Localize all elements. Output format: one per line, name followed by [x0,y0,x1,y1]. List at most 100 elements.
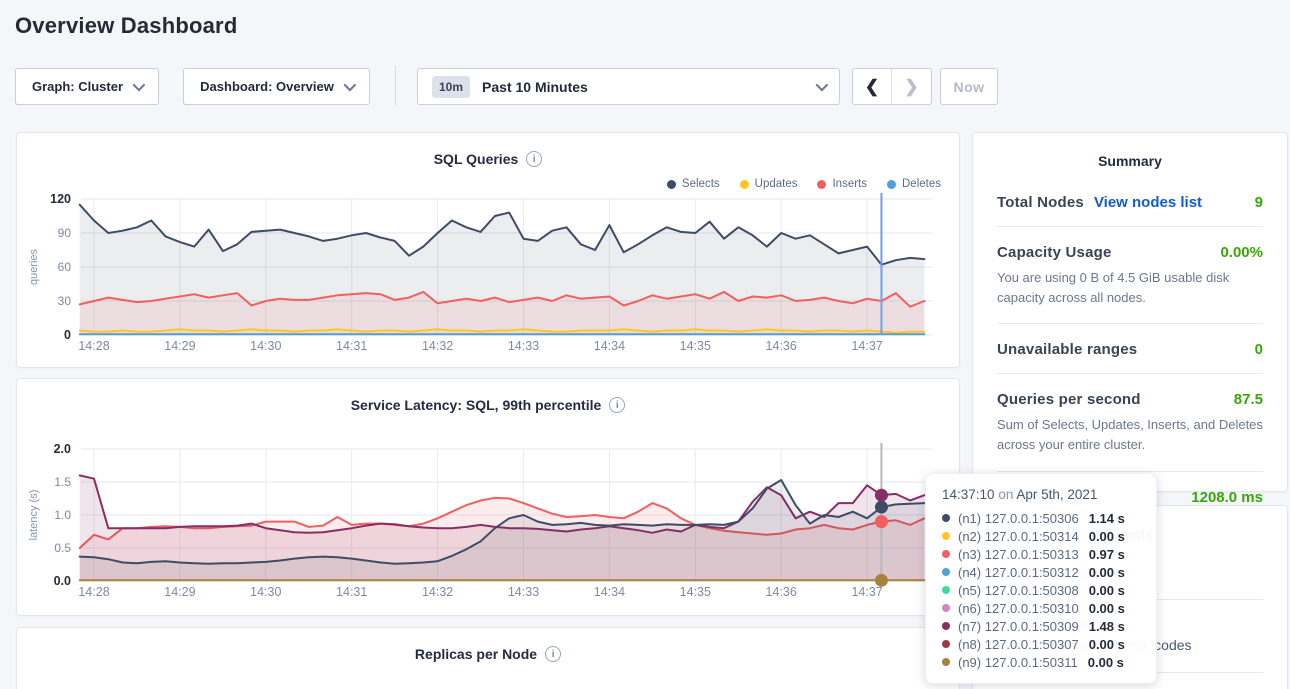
tooltip-sep: on [998,487,1013,502]
svg-text:14:33: 14:33 [508,585,539,599]
legend-label: Deletes [902,178,941,190]
svg-text:14:35: 14:35 [680,339,711,353]
tooltip-node-value: 0.00 s [1089,565,1125,580]
legend-label: Inserts [832,178,867,190]
total-nodes-value: 9 [1255,194,1263,211]
svg-text:14:29: 14:29 [164,585,195,599]
svg-text:2.0: 2.0 [54,442,71,456]
sql-queries-plot[interactable]: 030609012014:2814:2914:3014:3114:3214:33… [17,191,961,363]
tooltip-node-label: (n4) 127.0.0.1:50312 [958,565,1079,580]
chevron-right-icon: ❯ [904,77,918,97]
summary-row-unavailable: Unavailable ranges 0 [997,324,1263,374]
info-icon[interactable]: i [526,151,542,167]
service-latency-plot[interactable]: 0.00.51.01.52.014:2814:2914:3014:3114:32… [17,439,961,611]
time-step-forward-button[interactable]: ❯ [892,69,931,104]
n3-dot-icon [942,550,950,558]
chevron-down-icon [133,79,146,92]
p99-latency-value: 1208.0 ms [1191,489,1263,506]
svg-text:90: 90 [58,226,72,240]
time-step-back-button[interactable]: ❮ [853,69,892,104]
capacity-usage-label: Capacity Usage [997,244,1112,261]
summary-row-total-nodes: Total Nodes View nodes list 9 [997,177,1263,227]
replicas-title: Replicas per Node i [17,646,959,662]
n4-dot-icon [942,568,950,576]
svg-text:14:32: 14:32 [422,339,453,353]
time-range-badge: 10m [432,76,470,98]
tooltip-row-n7: (n7) 127.0.0.1:503091.48 s [942,617,1142,635]
qps-value: 87.5 [1234,391,1263,408]
tooltip-row-n3: (n3) 127.0.0.1:503130.97 s [942,545,1142,563]
info-icon[interactable]: i [609,397,625,413]
tooltip-node-value: 0.00 s [1089,637,1125,652]
time-range-label: Past 10 Minutes [482,79,804,95]
svg-text:14:37: 14:37 [851,585,882,599]
service-latency-card: Service Latency: SQL, 99th percentile i … [16,378,960,616]
svg-text:60: 60 [58,260,72,274]
tooltip-node-label: (n9) 127.0.0.1:50311 [958,655,1078,670]
summary-heading: Summary [973,133,1287,169]
svg-text:0.5: 0.5 [54,541,71,555]
time-step-buttons: ❮ ❯ [852,68,932,105]
tooltip-row-n2: (n2) 127.0.0.1:503140.00 s [942,527,1142,545]
legend-item-updates[interactable]: Updates [740,178,798,190]
overview-dashboard-page: { "page": { "title": "Overview Dashboard… [0,0,1290,689]
svg-text:14:31: 14:31 [336,585,367,599]
page-title: Overview Dashboard [15,13,237,39]
tooltip-timestamp: 14:37:10 on Apr 5th, 2021 [942,487,1142,502]
service-latency-title: Service Latency: SQL, 99th percentile i [17,397,959,413]
qps-label: Queries per second [997,391,1141,408]
sql-queries-card: SQL Queries i Selects Updates Inserts De… [16,132,960,368]
tooltip-row-n4: (n4) 127.0.0.1:50312 0.00 s [942,563,1142,581]
svg-text:queries: queries [28,248,40,285]
tooltip-row-n8: (n8) 127.0.0.1:50307 0.00 s [942,635,1142,653]
svg-text:30: 30 [58,294,72,308]
tooltip-node-value: 0.00 s [1088,655,1124,670]
svg-text:14:31: 14:31 [336,339,367,353]
legend-item-inserts[interactable]: Inserts [817,178,867,190]
legend-item-selects[interactable]: Selects [667,178,720,190]
svg-text:14:34: 14:34 [594,585,625,599]
tooltip-node-value: 0.00 s [1089,601,1125,616]
n1-dot-icon [942,514,950,522]
chart-hover-tooltip: 14:37:10 on Apr 5th, 2021 (n1) 127.0.0.1… [925,473,1157,684]
info-icon[interactable]: i [545,646,561,662]
view-nodes-list-link[interactable]: View nodes list [1094,194,1202,211]
svg-text:14:28: 14:28 [78,585,109,599]
legend-label: Selects [682,178,720,190]
svg-text:14:33: 14:33 [508,339,539,353]
tooltip-node-label: (n6) 127.0.0.1:50310 [958,601,1079,616]
svg-text:14:37: 14:37 [851,339,882,353]
dashboard-dropdown[interactable]: Dashboard: Overview [183,68,370,105]
tooltip-row-n1: (n1) 127.0.0.1:503061.14 s [942,509,1142,527]
tooltip-node-label: (n8) 127.0.0.1:50307 [958,637,1079,652]
now-button-label: Now [953,79,984,95]
n5-dot-icon [942,586,950,594]
n7-dot-icon [942,622,950,630]
replicas-per-node-card: Replicas per Node i [16,627,960,689]
tooltip-node-value: 0.97 s [1089,547,1125,562]
summary-row-qps: Queries per second 87.5 Sum of Selects, … [997,374,1263,471]
now-button[interactable]: Now [940,68,998,105]
tooltip-node-label: (n7) 127.0.0.1:50309 [958,619,1079,634]
tooltip-node-value: 1.14 s [1089,511,1125,526]
svg-text:1.5: 1.5 [54,475,71,489]
svg-text:14:34: 14:34 [594,339,625,353]
tooltip-row-n6: (n6) 127.0.0.1:50310 0.00 s [942,599,1142,617]
chevron-down-icon [816,79,829,92]
time-range-dropdown[interactable]: 10m Past 10 Minutes [417,68,840,105]
svg-text:1.0: 1.0 [54,508,71,522]
sql-queries-title-text: SQL Queries [434,151,519,167]
tooltip-node-value: 0.00 s [1089,583,1125,598]
svg-text:0.0: 0.0 [54,574,71,588]
service-latency-title-text: Service Latency: SQL, 99th percentile [351,397,602,413]
svg-text:14:30: 14:30 [250,585,281,599]
legend-label: Updates [755,178,798,190]
graph-scope-dropdown[interactable]: Graph: Cluster [15,68,159,105]
capacity-usage-subtext: You are using 0 B of 4.5 GiB usable disk… [997,268,1263,308]
svg-text:14:28: 14:28 [78,339,109,353]
svg-text:14:36: 14:36 [766,585,797,599]
svg-text:latency (s): latency (s) [28,490,40,541]
dashboard-label: Dashboard: Overview [200,79,334,94]
svg-text:14:36: 14:36 [766,339,797,353]
legend-item-deletes[interactable]: Deletes [887,178,941,190]
